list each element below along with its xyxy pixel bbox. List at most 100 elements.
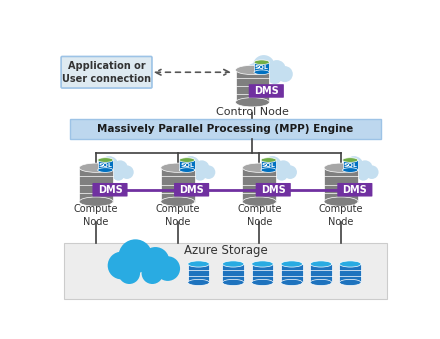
Ellipse shape: [340, 279, 361, 285]
Polygon shape: [252, 264, 273, 282]
FancyBboxPatch shape: [256, 183, 291, 197]
Ellipse shape: [79, 163, 113, 172]
Circle shape: [181, 169, 193, 181]
Polygon shape: [340, 264, 361, 282]
Circle shape: [263, 169, 275, 181]
Polygon shape: [310, 264, 332, 282]
FancyBboxPatch shape: [70, 119, 381, 139]
Ellipse shape: [342, 158, 358, 162]
Circle shape: [276, 169, 288, 181]
FancyBboxPatch shape: [61, 57, 152, 88]
Ellipse shape: [235, 98, 269, 107]
Circle shape: [357, 169, 369, 181]
Ellipse shape: [161, 197, 194, 206]
Polygon shape: [223, 264, 244, 282]
Circle shape: [345, 169, 356, 181]
Text: Azure Storage: Azure Storage: [183, 244, 268, 257]
Circle shape: [194, 160, 209, 176]
FancyBboxPatch shape: [337, 183, 372, 197]
Text: SQL: SQL: [180, 162, 194, 167]
Ellipse shape: [98, 168, 113, 172]
Circle shape: [246, 63, 264, 81]
Ellipse shape: [281, 279, 303, 285]
Ellipse shape: [79, 197, 113, 206]
Text: Massively Parallel Processing (MPP) Engine: Massively Parallel Processing (MPP) Engi…: [97, 124, 354, 134]
Circle shape: [118, 262, 140, 284]
Ellipse shape: [188, 261, 209, 267]
Polygon shape: [180, 160, 194, 170]
Ellipse shape: [180, 168, 194, 172]
Circle shape: [345, 156, 363, 175]
Text: DMS: DMS: [254, 86, 279, 96]
Circle shape: [100, 156, 118, 175]
Ellipse shape: [223, 261, 244, 267]
FancyBboxPatch shape: [92, 183, 128, 197]
Circle shape: [276, 160, 291, 176]
Text: DMS: DMS: [342, 185, 367, 195]
Circle shape: [120, 165, 134, 179]
Polygon shape: [324, 168, 358, 202]
Ellipse shape: [310, 279, 332, 285]
Ellipse shape: [254, 60, 269, 64]
Polygon shape: [98, 160, 113, 170]
Circle shape: [113, 169, 125, 181]
Ellipse shape: [342, 168, 358, 172]
Polygon shape: [254, 62, 269, 72]
Circle shape: [339, 163, 354, 178]
Text: Compute
Node: Compute Node: [237, 204, 282, 227]
Ellipse shape: [252, 279, 273, 285]
Circle shape: [365, 165, 378, 179]
Circle shape: [257, 163, 272, 178]
Ellipse shape: [340, 261, 361, 267]
Text: SQL: SQL: [99, 162, 112, 167]
Text: Control Node: Control Node: [216, 106, 289, 117]
Ellipse shape: [98, 158, 113, 162]
Ellipse shape: [223, 279, 244, 285]
Polygon shape: [342, 160, 358, 170]
Circle shape: [142, 262, 163, 284]
Text: SQL: SQL: [255, 65, 269, 70]
Ellipse shape: [261, 158, 276, 162]
Circle shape: [283, 165, 297, 179]
Circle shape: [277, 66, 293, 82]
Ellipse shape: [281, 261, 303, 267]
Circle shape: [268, 60, 286, 78]
FancyBboxPatch shape: [174, 183, 209, 197]
Circle shape: [194, 169, 206, 181]
Circle shape: [253, 70, 267, 84]
Circle shape: [94, 163, 109, 178]
Circle shape: [181, 156, 200, 175]
FancyBboxPatch shape: [249, 84, 284, 98]
Circle shape: [155, 256, 180, 281]
Text: DMS: DMS: [179, 185, 204, 195]
Ellipse shape: [310, 261, 332, 267]
Polygon shape: [161, 168, 194, 202]
Text: SQL: SQL: [262, 162, 275, 167]
Circle shape: [202, 165, 215, 179]
Ellipse shape: [161, 163, 194, 172]
Circle shape: [142, 247, 169, 275]
Circle shape: [113, 160, 128, 176]
Ellipse shape: [254, 70, 269, 75]
Ellipse shape: [261, 168, 276, 172]
Text: Compute
Node: Compute Node: [319, 204, 363, 227]
Ellipse shape: [252, 261, 273, 267]
Text: SQL: SQL: [343, 162, 357, 167]
Text: DMS: DMS: [261, 185, 286, 195]
Ellipse shape: [324, 163, 358, 172]
Circle shape: [176, 163, 191, 178]
Ellipse shape: [188, 279, 209, 285]
FancyBboxPatch shape: [64, 243, 387, 299]
Circle shape: [253, 55, 275, 77]
Polygon shape: [235, 70, 269, 102]
Ellipse shape: [324, 197, 358, 206]
Circle shape: [118, 239, 152, 273]
Circle shape: [357, 160, 373, 176]
Ellipse shape: [235, 65, 269, 75]
Ellipse shape: [180, 158, 194, 162]
Text: Compute
Node: Compute Node: [74, 204, 118, 227]
Polygon shape: [188, 264, 209, 282]
Text: Compute
Node: Compute Node: [155, 204, 200, 227]
Circle shape: [100, 169, 112, 181]
Ellipse shape: [242, 163, 276, 172]
